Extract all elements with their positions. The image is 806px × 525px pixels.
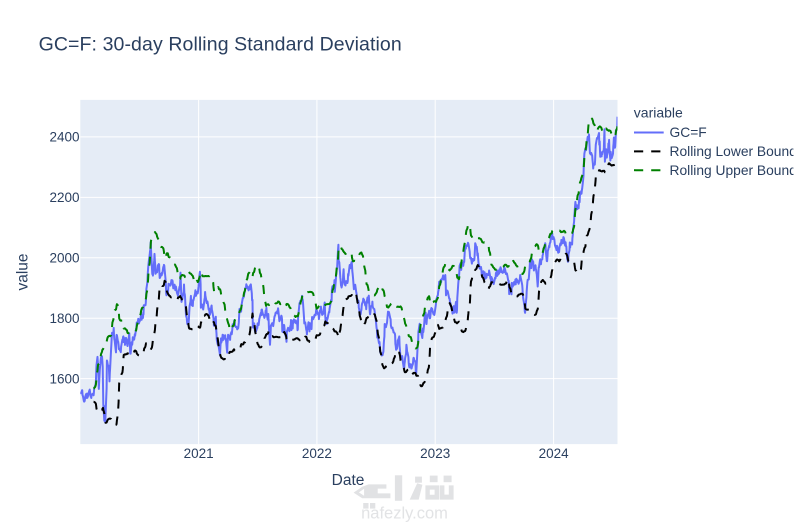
svg-text:variable: variable xyxy=(634,104,683,120)
svg-text:2024: 2024 xyxy=(539,446,570,461)
svg-text:2400: 2400 xyxy=(49,130,79,145)
svg-text:Rolling Lower Bound: Rolling Lower Bound xyxy=(670,144,797,159)
svg-text:Date: Date xyxy=(332,472,365,489)
svg-text:1800: 1800 xyxy=(49,311,79,326)
svg-text:GC=F: GC=F xyxy=(670,125,707,140)
svg-text:2000: 2000 xyxy=(49,250,79,265)
svg-text:2022: 2022 xyxy=(302,446,332,461)
svg-text:1600: 1600 xyxy=(49,371,79,386)
svg-text:2200: 2200 xyxy=(49,190,79,205)
svg-text:2021: 2021 xyxy=(184,446,214,461)
svg-text:nafezly.com: nafezly.com xyxy=(361,505,448,523)
svg-text:2023: 2023 xyxy=(420,446,450,461)
svg-text:Rolling Upper Bound: Rolling Upper Bound xyxy=(670,163,797,178)
svg-text:value: value xyxy=(15,253,32,290)
svg-text:GC=F: 30-day Rolling Standard: GC=F: 30-day Rolling Standard Deviation xyxy=(39,33,402,55)
